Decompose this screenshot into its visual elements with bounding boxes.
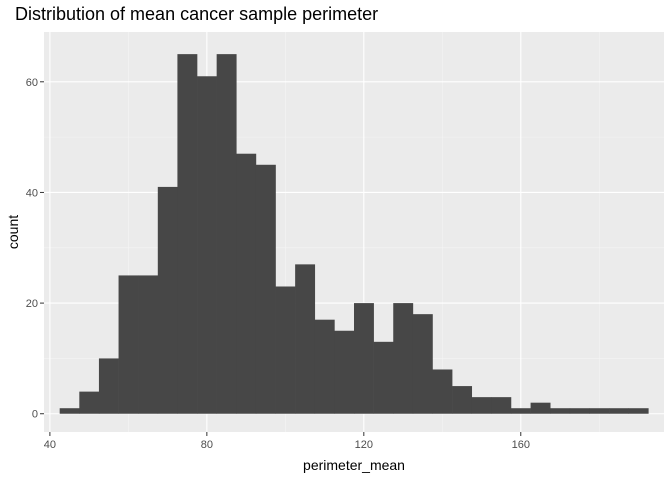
histogram-bar	[255, 164, 276, 414]
x-tick-label: 160	[512, 439, 530, 451]
x-axis-title: perimeter_mean	[303, 457, 405, 473]
histogram-bar	[550, 408, 571, 414]
histogram-bar	[197, 76, 217, 414]
y-axis-title: count	[5, 215, 21, 249]
histogram-bar	[589, 408, 610, 414]
histogram-bar	[334, 330, 355, 414]
histogram-bar	[59, 408, 80, 414]
y-tick-label: 20	[26, 298, 38, 310]
histogram-bar	[216, 54, 237, 414]
y-tick-label: 60	[26, 77, 38, 89]
histogram-bar	[236, 153, 257, 414]
histogram-bar	[530, 402, 551, 414]
histogram-bar	[412, 314, 433, 414]
histogram-bar	[628, 408, 649, 414]
histogram-bar	[510, 408, 531, 414]
histogram-bar	[295, 264, 316, 414]
chart-title: Distribution of mean cancer sample perim…	[15, 4, 379, 24]
y-tick-label: 0	[32, 409, 38, 421]
histogram-bar	[98, 358, 119, 414]
histogram-bar	[275, 286, 296, 414]
histogram-bar	[373, 341, 394, 414]
x-tick-label: 40	[44, 439, 56, 451]
histogram-bar	[609, 408, 629, 414]
histogram-bar	[79, 391, 100, 414]
histogram-bar	[569, 408, 590, 414]
histogram-bar	[118, 275, 139, 414]
histogram-bar	[471, 397, 492, 414]
histogram-bars	[59, 54, 649, 414]
x-tick-label: 120	[355, 439, 373, 451]
x-tick-label: 80	[201, 439, 213, 451]
histogram-bar	[452, 386, 473, 414]
y-tick-label: 40	[26, 187, 38, 199]
histogram-bar	[157, 186, 178, 414]
histogram-bar	[177, 54, 198, 414]
histogram-bar	[393, 303, 414, 414]
histogram-bar	[138, 275, 159, 414]
histogram-bar	[354, 303, 374, 414]
histogram-bar	[491, 397, 512, 414]
histogram-bar	[314, 319, 335, 414]
histogram-bar	[432, 369, 453, 414]
y-axis: 0 20 40 60	[26, 77, 44, 421]
x-axis: 40 80 120 160	[44, 432, 530, 451]
